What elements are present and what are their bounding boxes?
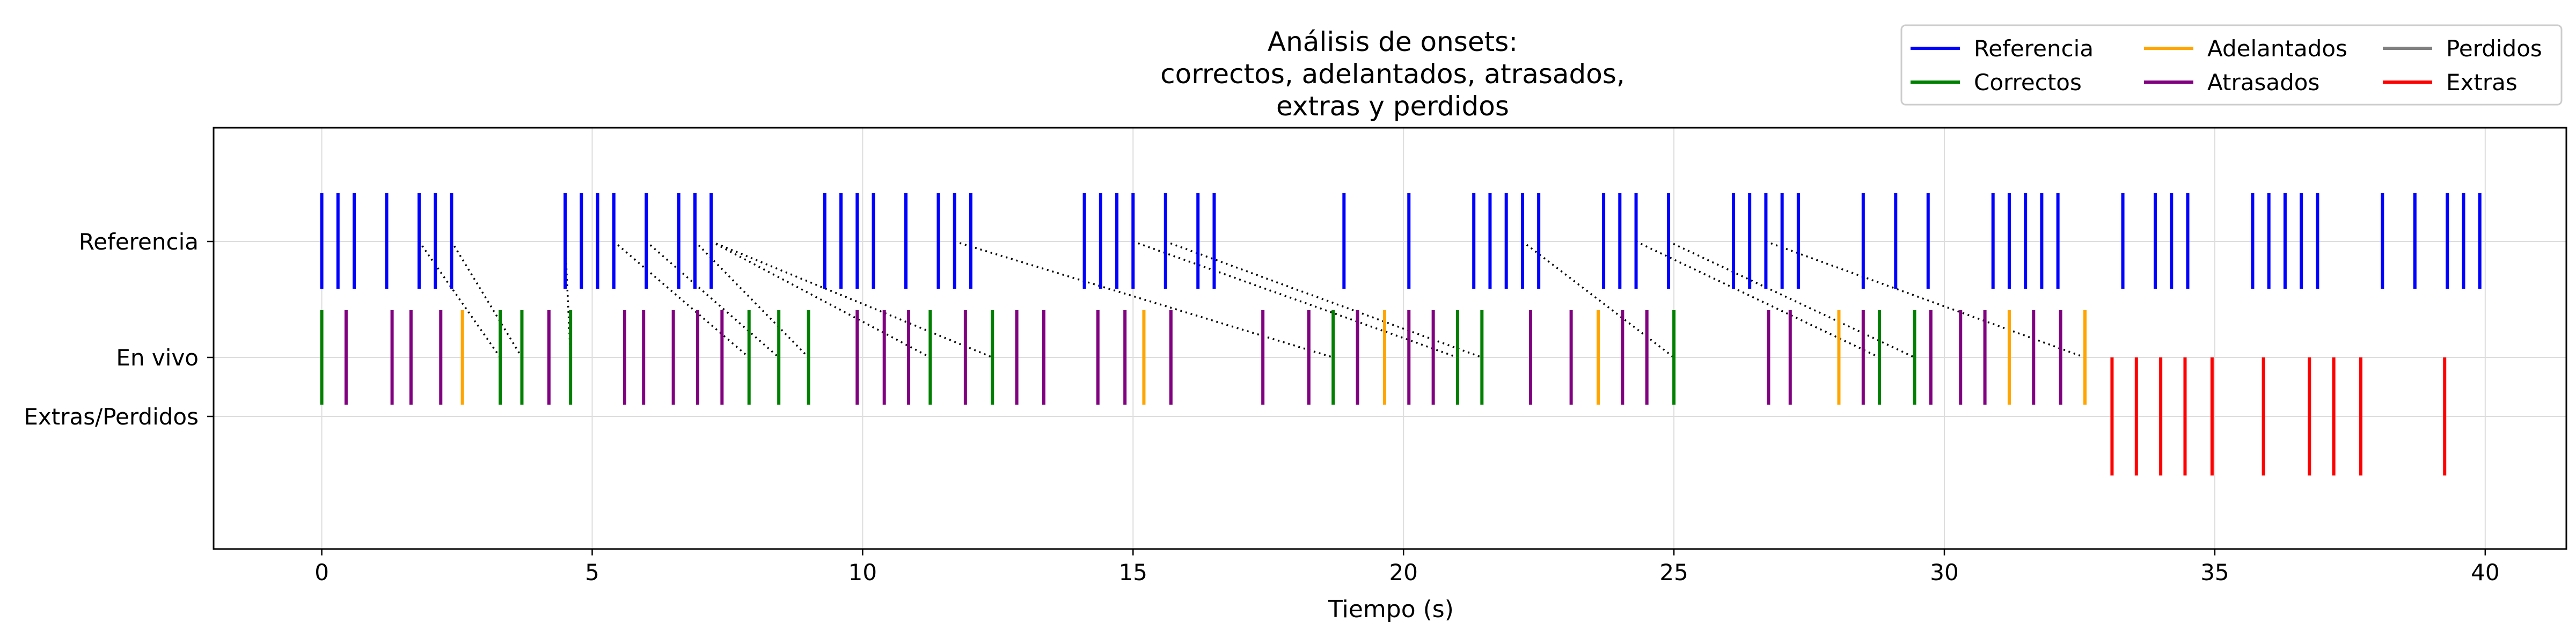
- legend: Referencia Correctos Adelantados Atrasados P…: [1900, 24, 2563, 106]
- title-line-1: Análisis de onsets:: [1268, 26, 1518, 57]
- xtick-label: 15: [1119, 559, 1147, 586]
- plot-area: [214, 128, 2566, 549]
- match-connector: [954, 240, 1334, 358]
- title-line-3: extras y perdidos: [1276, 91, 1509, 122]
- match-connector: [450, 241, 523, 358]
- xtick-label: 20: [1389, 559, 1417, 586]
- match-connector: [711, 240, 993, 358]
- title-line-2: correctos, adelantados, atrasados,: [1160, 58, 1625, 90]
- xtick-label: 10: [848, 559, 877, 586]
- xtick-label: 0: [314, 559, 329, 586]
- legend-box: [1900, 24, 2563, 106]
- legend-label: Atrasados: [2207, 69, 2319, 96]
- xtick-label: 30: [1930, 559, 1958, 586]
- legend-label: Extras: [2446, 69, 2518, 96]
- match-connector: [1668, 240, 1915, 358]
- match-connector: [694, 240, 809, 358]
- chart-title: Análisis de onsets: correctos, adelantad…: [1160, 26, 1625, 122]
- xtick-label: 5: [585, 559, 599, 586]
- match-connector: [418, 240, 501, 358]
- extra-marks: [2110, 357, 2447, 475]
- match-connector: [711, 240, 931, 358]
- xtick-label: 25: [1659, 559, 1688, 586]
- x-axis-label: Tiempo (s): [1328, 596, 1454, 623]
- ytick-label-referencia: Referencia: [79, 229, 199, 255]
- xtick-label: 40: [2471, 559, 2499, 586]
- legend-label: Adelantados: [2207, 35, 2347, 62]
- match-connector: [1132, 240, 1458, 358]
- ytick-label-en-vivo: En vivo: [116, 345, 199, 371]
- plot-frame: [213, 127, 2567, 550]
- x-axis: 0 5 10 15 20 25 30 35 40: [314, 549, 2500, 586]
- legend-label: Referencia: [1974, 35, 2094, 62]
- legend-label: Correctos: [1974, 69, 2082, 96]
- match-connector: [1635, 240, 1880, 358]
- reference-marks: [320, 193, 2482, 289]
- ytick-label-extras-perdidos: Extras/Perdidos: [24, 404, 199, 430]
- xtick-label: 35: [2200, 559, 2229, 586]
- live-marks: [320, 310, 2087, 405]
- legend-label: Perdidos: [2446, 35, 2542, 62]
- y-axis: Referencia En vivo Extras/Perdidos: [24, 229, 214, 430]
